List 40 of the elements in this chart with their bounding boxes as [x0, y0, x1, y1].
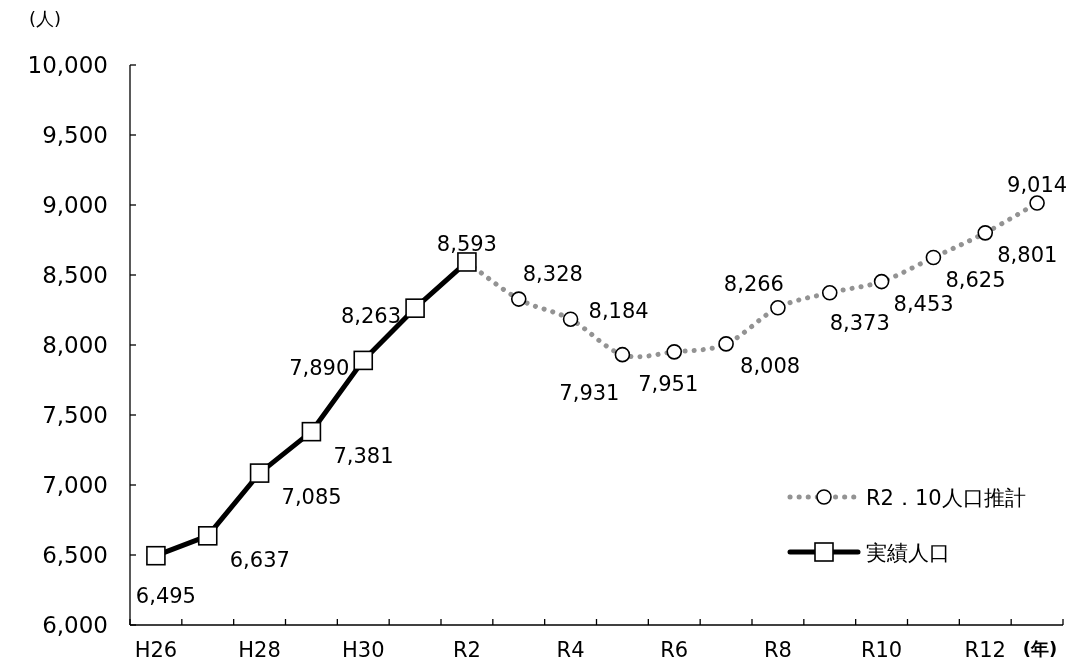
y-tick-label: 7,000: [42, 472, 108, 498]
y-tick-label: 9,000: [42, 192, 108, 218]
y-tick-label: 6,500: [42, 542, 108, 568]
y-tick-label: 6,000: [42, 612, 108, 638]
y-tick-label: 10,000: [27, 52, 108, 78]
x-tick-label: H28: [238, 638, 281, 662]
x-tick-label: R6: [660, 638, 689, 662]
y-axis-title: (人): [28, 8, 62, 29]
data-label: 8,184: [588, 299, 649, 324]
legend-label: R2．10人口推計: [866, 486, 1026, 510]
data-label: 7,085: [281, 485, 342, 510]
data-label: 8,625: [945, 267, 1006, 292]
data-label: 7,951: [638, 371, 699, 396]
data-label: 8,373: [829, 310, 890, 335]
data-label: 7,890: [289, 356, 350, 381]
x-tick-label: R10: [860, 638, 903, 662]
x-tick-label: H30: [341, 638, 385, 662]
y-tick-label: 7,500: [42, 402, 108, 428]
data-label: 8,801: [997, 242, 1058, 267]
data-label: 6,495: [135, 583, 196, 608]
y-tick-label: 8,500: [42, 262, 108, 288]
data-label: 8,453: [893, 291, 954, 316]
x-axis-title: (年): [1022, 638, 1058, 659]
x-tick-label: R2: [452, 638, 481, 662]
data-label: 7,381: [333, 443, 394, 468]
x-tick-label: H26: [134, 638, 178, 662]
data-label: 8,008: [740, 353, 801, 378]
data-label: 8,328: [522, 262, 583, 287]
data-label: 8,263: [340, 304, 402, 329]
legend-label: 実績人口: [866, 541, 950, 565]
data-label: 9,014: [1007, 173, 1068, 198]
data-label: 7,931: [559, 380, 620, 405]
x-tick-label: R4: [556, 638, 585, 662]
x-tick-label: R8: [763, 638, 792, 662]
y-tick-label: 8,000: [42, 332, 108, 358]
y-tick-label: 9,500: [42, 122, 108, 148]
data-label: 8,266: [723, 271, 784, 296]
x-tick-label: R12: [964, 638, 1006, 662]
data-label: 6,637: [229, 547, 290, 572]
data-label: 8,593: [436, 231, 497, 256]
